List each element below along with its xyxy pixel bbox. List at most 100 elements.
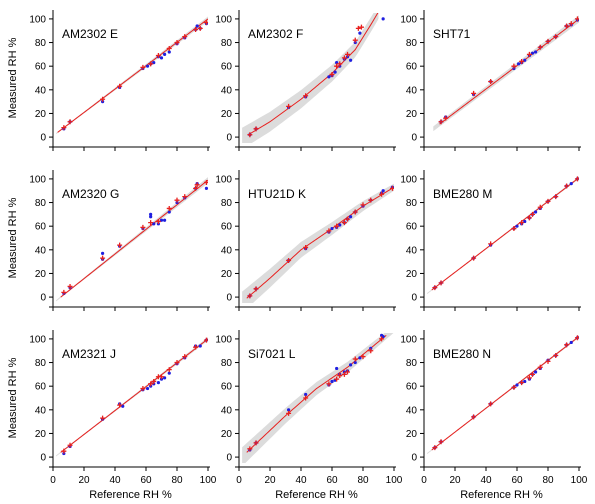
x-tick-label: 100 xyxy=(571,475,588,486)
corrected-point xyxy=(148,61,154,67)
corrected-point xyxy=(345,216,350,222)
y-tick-label: 60 xyxy=(35,222,47,233)
x-tick-label: 0 xyxy=(50,475,56,486)
corrected-point xyxy=(432,445,438,451)
corrected-point xyxy=(341,220,347,226)
panel-5: 0 20 40 60 80 100 HTU21D K xyxy=(215,170,396,311)
corrected-point xyxy=(100,415,106,421)
y-tick-label: 60 xyxy=(35,62,47,73)
panel-9: 0 20 40 60 80 100 0 20 40 60 80 100 BME280 N xyxy=(400,330,588,486)
corrected-point xyxy=(148,381,154,387)
fit-line xyxy=(57,18,208,133)
raw-point xyxy=(349,58,353,62)
x-axis-label: Reference RH % xyxy=(89,489,172,501)
corrected-point xyxy=(100,255,106,261)
corrected-point xyxy=(553,352,559,358)
plot-area xyxy=(56,337,208,457)
corrected-point xyxy=(511,384,517,390)
corrected-point xyxy=(166,45,172,51)
raw-point xyxy=(569,340,573,345)
corrected-point xyxy=(358,24,364,30)
corrected-point xyxy=(166,367,172,373)
corrected-point xyxy=(553,34,559,40)
y-tick-label: 20 xyxy=(35,109,47,120)
panel-title: AM2320 G xyxy=(62,187,119,201)
corrected-point xyxy=(193,27,199,33)
x-tick-label: 80 xyxy=(542,475,554,486)
fit-line xyxy=(60,179,208,298)
raw-point xyxy=(163,218,167,222)
y-tick-label: 100 xyxy=(215,334,232,345)
corrected-point xyxy=(117,83,123,89)
y-tick-label: 40 xyxy=(35,245,47,256)
corrected-point xyxy=(360,354,366,360)
corrected-point xyxy=(326,228,332,234)
corrected-point xyxy=(352,209,358,215)
y-tick-label: 60 xyxy=(406,62,418,73)
x-tick-label: 0 xyxy=(236,475,242,486)
y-tick-label: 80 xyxy=(406,38,418,49)
y-axis-label: Measured RH % xyxy=(7,197,19,278)
y-tick-label: 100 xyxy=(400,14,417,25)
y-tick-label: 100 xyxy=(400,174,417,185)
y-tick-label: 40 xyxy=(406,405,418,416)
corrected-point xyxy=(253,286,259,292)
y-tick-label: 40 xyxy=(221,85,233,96)
x-axis-label: Reference RH % xyxy=(275,489,358,501)
raw-point xyxy=(149,212,153,216)
corrected-point xyxy=(61,125,67,131)
corrected-point xyxy=(334,63,340,69)
y-tick-label: 20 xyxy=(221,269,233,280)
corrected-point xyxy=(334,223,340,229)
panel-title: BME280 M xyxy=(433,187,492,201)
raw-point xyxy=(195,24,199,28)
corrected-point xyxy=(355,25,361,31)
plot-area xyxy=(56,16,208,135)
corrected-point xyxy=(368,197,374,203)
y-tick-label: 100 xyxy=(29,334,46,345)
y-tick-label: 60 xyxy=(406,382,418,393)
raw-point xyxy=(534,210,538,214)
y-tick-label: 100 xyxy=(215,14,232,25)
corrected-point xyxy=(174,360,180,366)
raw-point xyxy=(156,381,160,385)
y-tick-label: 20 xyxy=(35,269,47,280)
y-tick-label: 80 xyxy=(221,198,233,209)
corrected-point xyxy=(117,242,123,248)
corrected-point xyxy=(286,257,292,263)
x-tick-label: 80 xyxy=(357,475,369,486)
corrected-point xyxy=(443,115,449,121)
raw-point xyxy=(145,64,150,68)
plot-area xyxy=(242,333,394,463)
x-tick-label: 20 xyxy=(264,475,276,486)
corrected-point xyxy=(166,205,172,211)
panel-title: BME280 N xyxy=(433,347,491,361)
corrected-point xyxy=(159,374,164,380)
corrected-point xyxy=(337,373,343,379)
corrected-point xyxy=(286,103,292,109)
corrected-point xyxy=(253,440,259,446)
raw-point xyxy=(163,52,167,56)
corrected-point xyxy=(247,446,253,452)
x-tick-label: 60 xyxy=(511,475,523,486)
corrected-point xyxy=(352,37,358,43)
x-tick-label: 40 xyxy=(295,475,307,486)
corrected-point xyxy=(360,202,366,208)
raw-point xyxy=(198,344,202,348)
x-tick-label: 40 xyxy=(109,475,121,486)
y-tick-label: 20 xyxy=(406,269,418,280)
y-tick-label: 60 xyxy=(406,222,418,233)
y-tick-label: 40 xyxy=(35,85,47,96)
y-tick-label: 40 xyxy=(221,245,233,256)
corrected-point xyxy=(545,38,551,44)
panel-title: HTU21D K xyxy=(248,187,306,201)
corrected-point xyxy=(438,280,444,286)
corrected-point xyxy=(67,283,73,289)
y-tick-label: 20 xyxy=(221,109,233,120)
x-tick-label: 60 xyxy=(326,475,338,486)
corrected-point xyxy=(326,381,332,387)
x-tick-label: 20 xyxy=(449,475,461,486)
y-tick-label: 40 xyxy=(35,405,47,416)
corrected-point xyxy=(519,220,525,226)
